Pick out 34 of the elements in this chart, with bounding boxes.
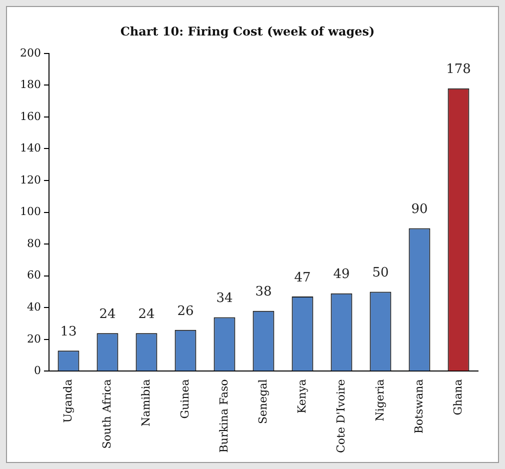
y-tick-label: 200 <box>20 46 41 60</box>
data-label: 38 <box>255 284 272 300</box>
x-tick-label: South Africa <box>100 378 114 449</box>
x-tick-label: Nigeria <box>373 378 386 422</box>
x-tick-label: Senegal <box>256 378 270 424</box>
x-tick-label: Uganda <box>61 378 74 423</box>
y-tick-label: 120 <box>20 173 41 186</box>
x-tick-label: Botswana <box>412 378 426 434</box>
y-tick-label: 60 <box>26 268 41 282</box>
x-tick-label: Kenya <box>295 378 308 414</box>
data-label: 50 <box>372 266 389 281</box>
y-tick-label: 180 <box>20 78 41 92</box>
y-tick-label: 20 <box>26 332 41 346</box>
x-tick-label: Namibia <box>139 378 152 426</box>
data-label: 24 <box>138 306 155 322</box>
data-label: 26 <box>177 304 194 319</box>
y-tick-label: 160 <box>20 110 41 123</box>
data-label: 49 <box>333 267 350 282</box>
y-tick-label: 140 <box>20 142 41 155</box>
data-label: 90 <box>411 202 428 218</box>
x-tick-label: Burkina Faso <box>217 378 230 453</box>
y-tick-label: 100 <box>20 205 41 218</box>
y-tick-label: 0 <box>34 364 41 378</box>
y-tick-label: 40 <box>26 300 41 314</box>
data-label: 178 <box>446 62 471 78</box>
data-label: 13 <box>60 324 77 340</box>
y-tick-label: 80 <box>26 236 41 250</box>
data-label: 24 <box>99 306 116 322</box>
x-tick-label: Ghana <box>451 378 464 416</box>
x-tick-label: Guinea <box>178 378 192 419</box>
x-tick-label: Cote D'Ivoire <box>334 379 348 454</box>
data-label: 34 <box>216 291 233 306</box>
data-label: 47 <box>294 270 311 286</box>
chart-title: Chart 10: Firing Cost (week of wages) <box>120 24 375 38</box>
